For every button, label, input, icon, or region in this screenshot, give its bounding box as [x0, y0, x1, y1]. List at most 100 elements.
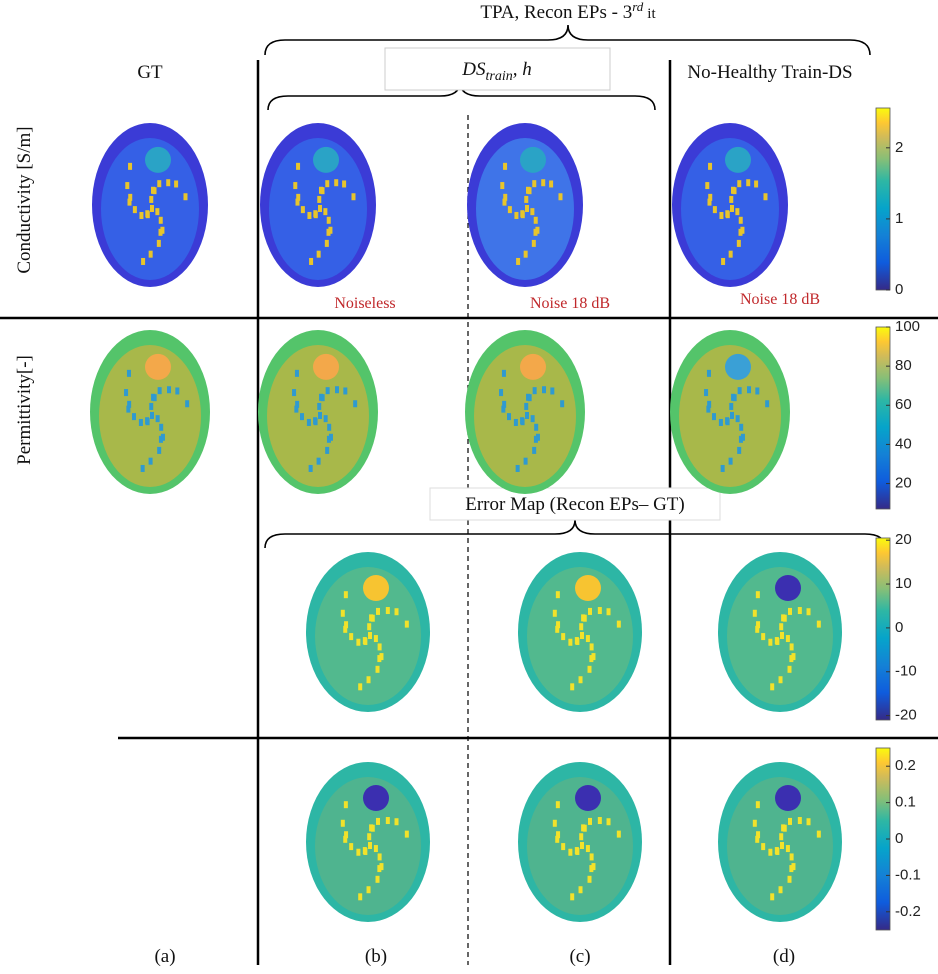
pixel [159, 229, 163, 236]
figure: TPA, Recon EPs - 3rdit DStrain, h GT No-… [0, 0, 938, 974]
pixel [532, 447, 536, 454]
pixel [125, 182, 129, 189]
pixel [556, 831, 560, 838]
pixel [768, 849, 772, 856]
pixel [768, 639, 772, 646]
pixel [556, 621, 560, 628]
pixel [770, 683, 774, 690]
pixel [789, 865, 793, 872]
pixel [598, 817, 602, 824]
pixel [321, 187, 325, 194]
pixel [607, 818, 611, 825]
pixel [156, 415, 160, 422]
pixel [368, 842, 372, 849]
pixel [344, 621, 348, 628]
pixel [124, 389, 128, 396]
panel-label: (a) [154, 946, 175, 967]
pixel [367, 833, 371, 840]
pixel [783, 615, 787, 622]
pixel [159, 217, 163, 224]
pixel [127, 401, 131, 408]
pixel [500, 182, 504, 189]
pixel [570, 683, 574, 690]
pixel [341, 820, 345, 827]
pixel [325, 180, 329, 187]
pixel [753, 610, 757, 617]
panel-label: (c) [569, 946, 590, 967]
pixel [376, 876, 380, 883]
pixel [532, 240, 536, 247]
pixel [788, 876, 792, 883]
pixel [367, 886, 371, 893]
pixel [321, 394, 325, 401]
pixel [579, 886, 583, 893]
pixel [783, 825, 787, 832]
pixel [386, 607, 390, 614]
pixel [560, 400, 564, 407]
pixel [323, 208, 327, 215]
pixel [798, 607, 802, 614]
pixel [753, 820, 757, 827]
pixel [317, 196, 321, 203]
pixel [580, 842, 584, 849]
pixel [729, 196, 733, 203]
pixel [528, 187, 532, 194]
pixel [719, 419, 723, 426]
pixel [575, 847, 579, 854]
pixel [786, 845, 790, 852]
pixel [499, 389, 503, 396]
pixel [580, 632, 584, 639]
pixel [705, 182, 709, 189]
pixel [344, 591, 348, 598]
noise-label: Noiseless [334, 295, 395, 312]
pixel [149, 196, 153, 203]
pixel [736, 415, 740, 422]
pixel [579, 676, 583, 683]
pixel [755, 387, 759, 394]
tick-label: 2 [895, 139, 903, 156]
pixel [725, 417, 729, 424]
pixel [770, 893, 774, 900]
pixel [704, 389, 708, 396]
pixel [153, 394, 157, 401]
lesion [363, 575, 389, 601]
pixel [589, 865, 593, 872]
pixel [344, 801, 348, 808]
pixel [157, 240, 161, 247]
pixel [149, 251, 153, 258]
pixel [779, 676, 783, 683]
pixel [738, 387, 742, 394]
pixel [707, 370, 711, 377]
pixel [730, 205, 734, 212]
pixel [507, 413, 511, 420]
pixel [378, 643, 382, 650]
pixel [157, 180, 161, 187]
pixel [150, 205, 154, 212]
tick-label: 0.1 [895, 794, 916, 811]
pixel [788, 818, 792, 825]
pixel [301, 206, 305, 213]
pixel [351, 193, 355, 200]
pixel [309, 258, 313, 265]
pixel [737, 447, 741, 454]
tick-label: 100 [895, 318, 920, 335]
pixel [588, 608, 592, 615]
pixel [377, 865, 381, 872]
pixel [739, 436, 743, 443]
noise-label: Noise 18 dB [530, 295, 610, 312]
pixel [534, 436, 538, 443]
pixel [371, 615, 375, 622]
pixel [149, 458, 153, 465]
pixel [358, 683, 362, 690]
pixel [342, 180, 346, 187]
pixel [317, 403, 321, 410]
pixel [733, 187, 737, 194]
pixel [324, 415, 328, 422]
pixel [514, 212, 518, 219]
pixel [128, 194, 132, 201]
pixel [730, 412, 734, 419]
pixel [780, 632, 784, 639]
pixel [524, 251, 528, 258]
panel-label: (b) [365, 946, 387, 967]
lesion [145, 354, 171, 380]
